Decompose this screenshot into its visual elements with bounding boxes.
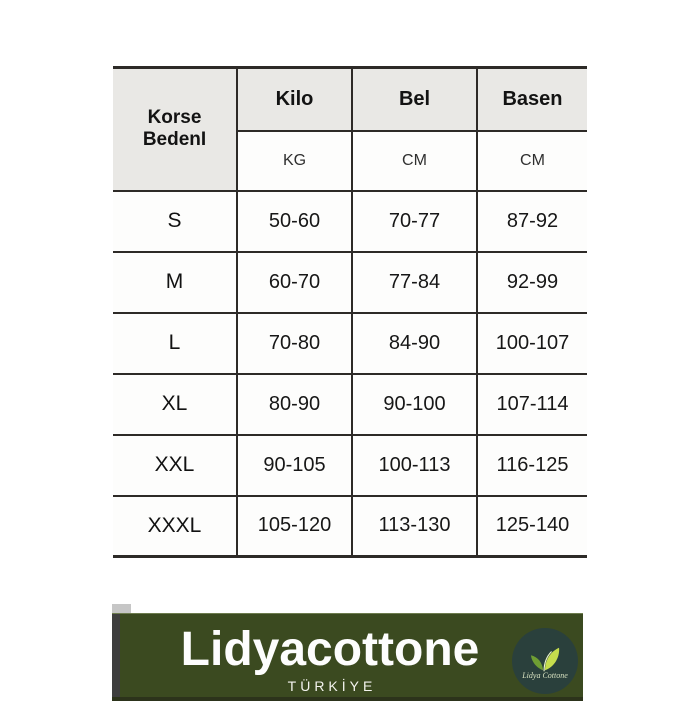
- size-table: Korse BedenI Kilo Bel Basen KG CM CM S 5…: [113, 66, 587, 558]
- leaf-icon: [530, 647, 560, 672]
- brand-banner: Lidyacottone TÜRKİYE Lidya Cottone: [112, 613, 583, 701]
- table-row: XXL 90-105 100-113 116-125: [113, 433, 587, 497]
- basen-cell: 107-114: [476, 372, 587, 436]
- bel-cell: 77-84: [351, 250, 478, 314]
- bel-cell: 100-113: [351, 433, 478, 497]
- size-cell: XXXL: [113, 494, 238, 558]
- size-cell: L: [113, 311, 238, 375]
- kilo-cell: 50-60: [236, 189, 353, 253]
- unit-bel: CM: [351, 129, 478, 192]
- kilo-cell: 90-105: [236, 433, 353, 497]
- table-row: L 70-80 84-90 100-107: [113, 311, 587, 375]
- column-header-basen: Basen: [476, 66, 587, 132]
- table-header-row: Korse BedenI Kilo Bel Basen: [113, 66, 587, 192]
- column-header-kilo: Kilo: [236, 66, 353, 132]
- table-row: S 50-60 70-77 87-92: [113, 189, 587, 253]
- corner-label: Korse BedenI: [113, 66, 238, 192]
- column-header-bel: Bel: [351, 66, 478, 132]
- table-row: M 60-70 77-84 92-99: [113, 250, 587, 314]
- bel-cell: 70-77: [351, 189, 478, 253]
- size-cell: M: [113, 250, 238, 314]
- size-cell: XL: [113, 372, 238, 436]
- kilo-cell: 105-120: [236, 494, 353, 558]
- basen-cell: 87-92: [476, 189, 587, 253]
- size-cell: S: [113, 189, 238, 253]
- brand-logo: Lidya Cottone: [512, 628, 578, 694]
- banner-left-edge: [112, 614, 120, 701]
- table-row: XXXL 105-120 113-130 125-140: [113, 494, 587, 558]
- bel-cell: 84-90: [351, 311, 478, 375]
- brand-text-block: Lidyacottone TÜRKİYE: [160, 623, 500, 694]
- bel-cell: 113-130: [351, 494, 478, 558]
- kilo-cell: 70-80: [236, 311, 353, 375]
- kilo-cell: 80-90: [236, 372, 353, 436]
- country-label: TÜRKİYE: [287, 677, 377, 694]
- unit-row: KG CM CM: [113, 129, 587, 192]
- unit-basen: CM: [476, 129, 587, 192]
- unit-kilo: KG: [236, 129, 353, 192]
- basen-cell: 125-140: [476, 494, 587, 558]
- basen-cell: 116-125: [476, 433, 587, 497]
- scan-artifact: [112, 604, 131, 615]
- size-cell: XXL: [113, 433, 238, 497]
- brand-name: Lidyacottone: [180, 623, 480, 676]
- kilo-cell: 60-70: [236, 250, 353, 314]
- table-row: XL 80-90 90-100 107-114: [113, 372, 587, 436]
- basen-cell: 92-99: [476, 250, 587, 314]
- logo-text: Lidya Cottone: [522, 671, 568, 680]
- banner-bottom-edge: [112, 697, 583, 701]
- basen-cell: 100-107: [476, 311, 587, 375]
- bel-cell: 90-100: [351, 372, 478, 436]
